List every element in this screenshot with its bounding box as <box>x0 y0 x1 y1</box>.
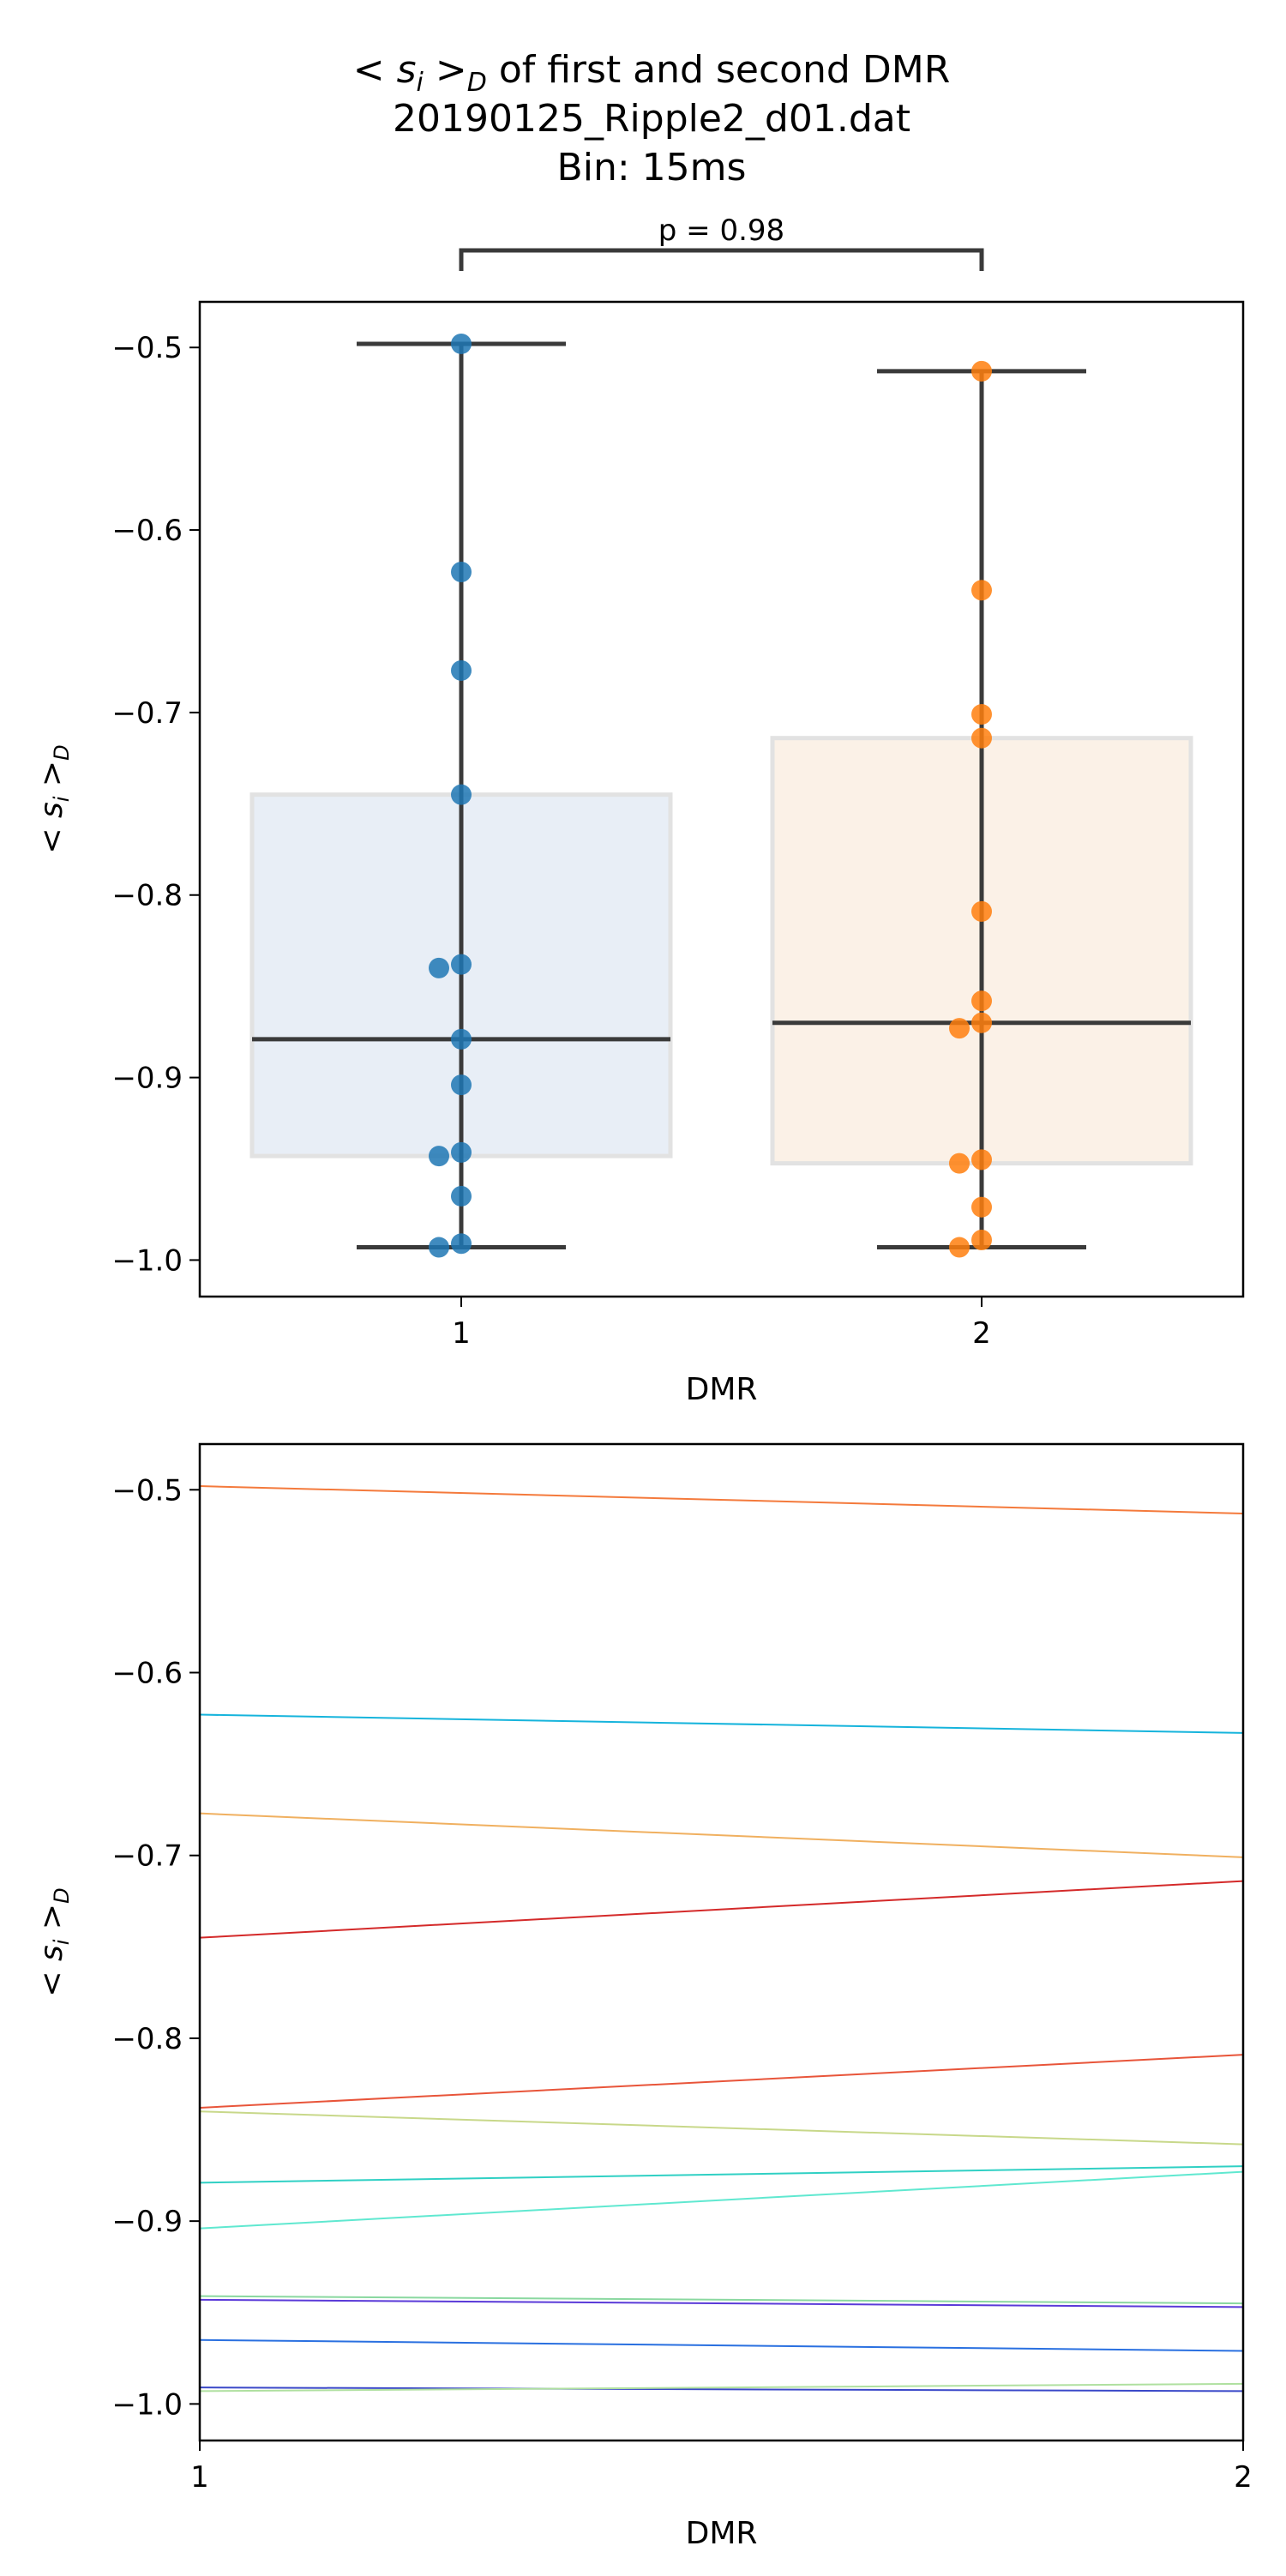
y-axis-label: < si >D <box>34 1887 74 1996</box>
title-line-1: < si >D of first and second DMR <box>353 48 951 98</box>
title-sub-d: D <box>467 68 487 98</box>
ylabel-sub-d: D <box>50 1887 74 1903</box>
data-point <box>949 1153 970 1174</box>
title-rest: of first and second DMR <box>487 48 950 92</box>
ylabel-bracket-close: > <box>34 761 69 797</box>
data-point <box>971 1230 992 1251</box>
data-point <box>971 727 992 749</box>
series-line <box>199 2054 1244 2109</box>
y-tick-label: −0.6 <box>111 1657 183 1691</box>
y-tick-label: −0.7 <box>111 1839 183 1874</box>
title-line-3: Bin: 15ms <box>557 146 747 190</box>
title-bracket-open: < <box>353 48 397 92</box>
data-point <box>971 1149 992 1171</box>
title-bracket-close: > <box>424 48 467 92</box>
x-axis-label: DMR <box>686 1372 758 1407</box>
data-point <box>451 1141 472 1163</box>
x-tick-label: 2 <box>972 1316 991 1351</box>
data-point <box>949 1018 970 1039</box>
series-line <box>199 1485 1244 1515</box>
y-tick-label: −1.0 <box>111 2387 183 2422</box>
ylabel-sub-i: i <box>50 1939 74 1945</box>
ylabel-sub-i: i <box>50 796 74 802</box>
title-sub-i: i <box>417 68 424 98</box>
data-point <box>451 1074 472 1096</box>
series-line <box>199 2170 1244 2230</box>
y-tick-label: −0.7 <box>111 696 183 731</box>
data-point <box>971 580 992 601</box>
series-line <box>199 1812 1244 1858</box>
data-point <box>971 900 992 922</box>
plot-frame <box>198 300 1245 1298</box>
y-tick-label: −0.6 <box>111 514 183 548</box>
ylabel-bracket-close: > <box>34 1904 69 1940</box>
ylabel-var: s <box>34 1945 69 1961</box>
x-axis-label: DMR <box>686 2516 758 2551</box>
plot-frame <box>198 1442 1245 2442</box>
data-point <box>971 1196 992 1218</box>
series-line <box>199 1713 1244 1734</box>
y-tick-label: −0.5 <box>111 1473 183 1508</box>
y-axis-label: < si >D <box>34 744 74 853</box>
data-point <box>451 1233 472 1255</box>
box-group-2 <box>770 360 1193 1258</box>
data-point <box>429 1237 449 1258</box>
data-point <box>451 784 472 805</box>
title-var: s <box>397 48 417 92</box>
y-tick-label: −0.8 <box>111 2022 183 2056</box>
box-group-1 <box>249 333 673 1258</box>
series-line <box>199 2165 1244 2184</box>
y-tick-label: −0.9 <box>111 1062 183 1096</box>
data-point <box>971 990 992 1012</box>
significance-bracket <box>459 248 984 271</box>
ylabel-bracket-open: < <box>34 818 69 854</box>
data-point <box>971 704 992 725</box>
data-point <box>949 1237 970 1258</box>
series-line <box>199 2382 1244 2392</box>
data-point <box>971 360 992 382</box>
significance-label: p = 0.98 <box>658 214 784 248</box>
x-tick-label: 2 <box>1234 2460 1253 2495</box>
data-point <box>429 1146 449 1167</box>
figure-title: < si >D of first and second DMR 20190125… <box>353 48 951 190</box>
y-tick-label: −0.9 <box>111 2205 183 2239</box>
x-tick-label: 1 <box>452 1316 471 1351</box>
y-tick-label: −0.8 <box>111 879 183 913</box>
series-line <box>199 2110 1244 2146</box>
data-point <box>451 1028 472 1050</box>
series-line <box>199 2338 1244 2352</box>
data-point <box>429 957 449 978</box>
ylabel-sub-d: D <box>50 744 74 760</box>
data-point <box>451 954 472 975</box>
series-line <box>199 2386 1244 2392</box>
y-tick-label: −1.0 <box>111 1243 183 1278</box>
ylabel-var: s <box>34 802 69 818</box>
data-point <box>451 659 472 681</box>
series-line <box>199 2295 1244 2305</box>
x-tick-label: 1 <box>190 2460 209 2495</box>
data-point <box>971 1012 992 1033</box>
ylabel-bracket-open: < <box>34 1961 69 1997</box>
data-point <box>451 562 472 583</box>
data-point <box>451 333 472 354</box>
y-tick-label: −0.5 <box>111 331 183 365</box>
data-point <box>451 1185 472 1207</box>
series-line <box>199 1880 1244 1939</box>
series-line <box>199 2298 1244 2308</box>
title-line-2: 20190125_Ripple2_d01.dat <box>393 97 910 141</box>
line-plot-panel: −0.5 −0.6 −0.7 −0.8 −0.9 −1.0 1 2 DMR < si >D <box>34 1442 1253 2551</box>
